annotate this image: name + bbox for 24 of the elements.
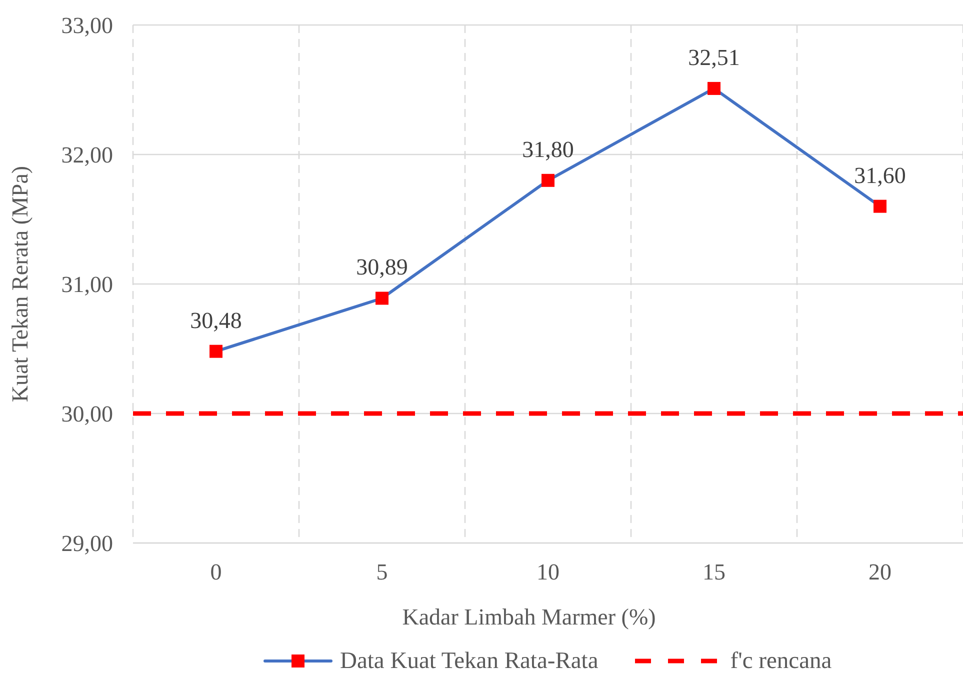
- y-tick-label: 32,00: [61, 142, 113, 168]
- x-tick-label: 5: [376, 559, 388, 584]
- y-tick-label: 33,00: [61, 13, 113, 38]
- data-label: 30,89: [356, 254, 408, 280]
- data-label: 31,80: [522, 136, 574, 162]
- point: [542, 174, 554, 187]
- data-label: 30,48: [190, 308, 242, 333]
- data-label: 31,60: [854, 162, 906, 188]
- legend-label: Data Kuat Tekan Rata-Rata: [340, 648, 598, 673]
- x-axis-title: Kadar Limbah Marmer (%): [402, 604, 656, 630]
- point: [210, 344, 222, 358]
- point: [874, 200, 886, 213]
- x-tick-label: 10: [536, 559, 560, 584]
- point: [708, 82, 720, 95]
- y-tick-label: 30,00: [61, 402, 113, 427]
- y-axis-title: Kuat Tekan Rerata (MPa): [8, 166, 32, 402]
- y-tick-label: 29,00: [61, 531, 113, 556]
- y-tick-label: 31,00: [61, 272, 113, 298]
- point: [376, 292, 388, 305]
- x-tick-label: 15: [702, 559, 726, 584]
- data-label: 32,51: [688, 44, 740, 70]
- x-tick-label: 20: [868, 559, 892, 584]
- x-tick-label: 0: [210, 559, 222, 584]
- legend-label: f'c rencana: [730, 648, 832, 673]
